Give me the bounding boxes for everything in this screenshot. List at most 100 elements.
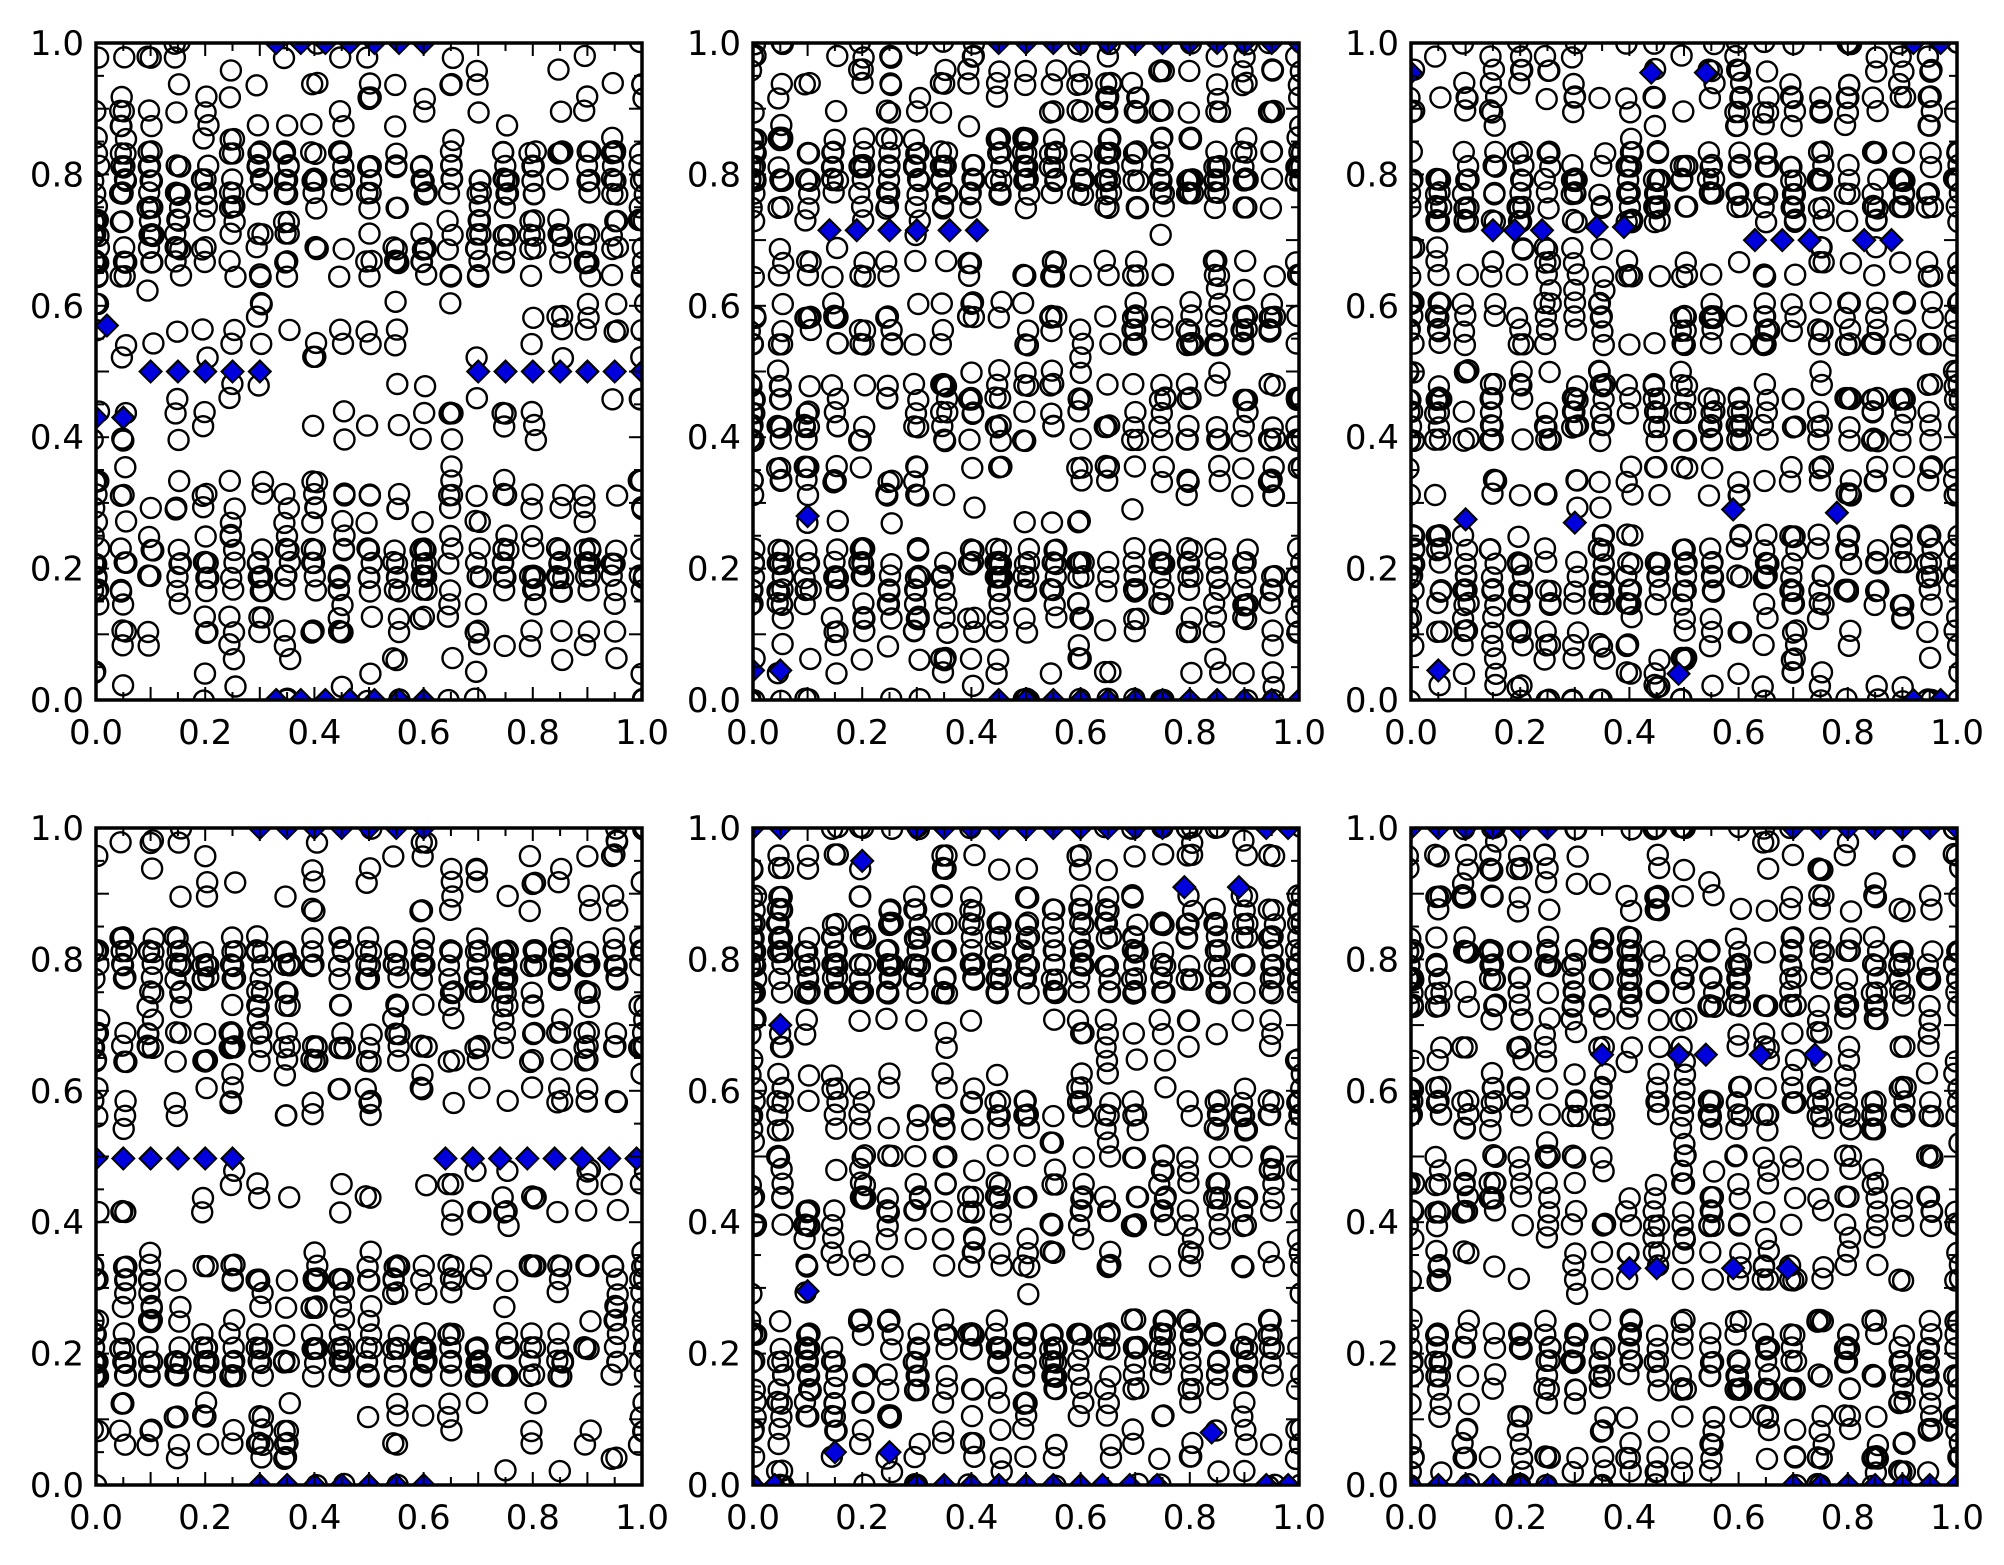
x-tick-label: 0.6 bbox=[1712, 713, 1766, 753]
x-tick-label: 0.6 bbox=[1712, 1498, 1766, 1538]
x-tick-label: 1.0 bbox=[1930, 713, 1984, 753]
tick-labels: 0.00.0 0.2 0.2 0.4 0.4 0.6 0.6 0.8 0.8 1.0 1.0 bbox=[1345, 24, 1984, 753]
subplot-top-left: 0.00.0 0.2 0.2 0.4 0.4 0.6 0.6 0.8 0.8 1.0 1.0 bbox=[30, 24, 669, 753]
x-tick-label: 0.2 bbox=[1493, 1498, 1547, 1538]
x-tick-label: 0.0 bbox=[1384, 1498, 1438, 1538]
marker-layer-top-left bbox=[96, 43, 642, 700]
x-tick-label: 0.0 bbox=[726, 1498, 780, 1538]
tick-labels: 0.00.0 0.2 0.2 0.4 0.4 0.6 0.6 0.8 0.8 1.0 1.0 bbox=[687, 809, 1326, 1538]
x-tick-label: 0.0 bbox=[69, 1498, 123, 1538]
marker-layer-bottom-left bbox=[96, 828, 642, 1485]
y-tick-label: 1.0 bbox=[30, 809, 84, 849]
x-tick-label: 0.2 bbox=[835, 1498, 889, 1538]
axes-frame bbox=[1409, 41, 1959, 702]
x-tick-label: 0.4 bbox=[1602, 1498, 1656, 1538]
subplot-bottom-middle: 0.00.0 0.2 0.2 0.4 0.4 0.6 0.6 0.8 0.8 1.0 1.0 bbox=[687, 809, 1326, 1538]
y-tick-label: 0.0 bbox=[30, 681, 84, 721]
y-tick-label: 1.0 bbox=[1345, 24, 1399, 64]
y-tick-label: 1.0 bbox=[1345, 809, 1399, 849]
axes-frame bbox=[94, 41, 644, 702]
diamond-markers bbox=[96, 828, 642, 1485]
axes-frame bbox=[94, 826, 644, 1487]
tick-labels: 0.00.0 0.2 0.2 0.4 0.4 0.6 0.6 0.8 0.8 1.0 1.0 bbox=[687, 24, 1326, 753]
y-tick-label: 0.0 bbox=[1345, 1466, 1399, 1506]
y-tick-label: 0.6 bbox=[30, 287, 84, 327]
tick-labels: 0.00.0 0.2 0.2 0.4 0.4 0.6 0.6 0.8 0.8 1.0 1.0 bbox=[1345, 809, 1984, 1538]
tick-labels: 0.00.0 0.2 0.2 0.4 0.4 0.6 0.6 0.8 0.8 1.0 1.0 bbox=[30, 809, 669, 1538]
marker-layer-bottom-right bbox=[1411, 828, 1957, 1485]
x-tick-label: 1.0 bbox=[615, 1498, 669, 1538]
y-tick-label: 1.0 bbox=[30, 24, 84, 64]
y-tick-label: 0.8 bbox=[30, 940, 84, 980]
y-tick-label: 0.2 bbox=[1345, 550, 1399, 590]
y-tick-label: 0.0 bbox=[687, 1466, 741, 1506]
axes-frame bbox=[1409, 826, 1959, 1487]
x-tick-label: 0.8 bbox=[1821, 713, 1875, 753]
x-tick-label: 1.0 bbox=[615, 713, 669, 753]
circle-markers bbox=[96, 828, 642, 1485]
x-tick-label: 0.6 bbox=[397, 1498, 451, 1538]
x-tick-label: 1.0 bbox=[1272, 713, 1326, 753]
axes-frame bbox=[751, 826, 1301, 1487]
y-tick-label: 0.8 bbox=[30, 155, 84, 195]
y-tick-label: 0.0 bbox=[1345, 681, 1399, 721]
y-tick-label: 0.6 bbox=[30, 1072, 84, 1112]
y-tick-label: 0.4 bbox=[30, 418, 84, 458]
y-tick-label: 0.4 bbox=[687, 1203, 741, 1243]
x-tick-label: 0.2 bbox=[178, 1498, 232, 1538]
x-tick-label: 0.0 bbox=[726, 713, 780, 753]
y-tick-label: 1.0 bbox=[687, 24, 741, 64]
y-tick-label: 0.8 bbox=[1345, 155, 1399, 195]
y-tick-label: 0.0 bbox=[687, 681, 741, 721]
x-tick-label: 0.4 bbox=[287, 713, 341, 753]
y-tick-label: 0.8 bbox=[1345, 940, 1399, 980]
y-tick-label: 0.6 bbox=[687, 287, 741, 327]
circle-markers bbox=[96, 43, 642, 700]
diamond-markers bbox=[753, 828, 1299, 1485]
marker-layer-top-right bbox=[1411, 43, 1957, 700]
x-tick-label: 0.6 bbox=[1054, 713, 1108, 753]
y-tick-label: 0.4 bbox=[687, 418, 741, 458]
x-tick-label: 0.2 bbox=[1493, 713, 1547, 753]
x-tick-label: 0.0 bbox=[69, 713, 123, 753]
x-tick-label: 0.4 bbox=[1602, 713, 1656, 753]
x-tick-label: 0.4 bbox=[287, 1498, 341, 1538]
circle-markers bbox=[753, 43, 1299, 700]
y-tick-label: 0.2 bbox=[30, 1335, 84, 1375]
x-tick-label: 0.8 bbox=[1163, 713, 1217, 753]
x-tick-label: 0.4 bbox=[944, 1498, 998, 1538]
circle-markers bbox=[1411, 828, 1957, 1485]
y-tick-label: 0.2 bbox=[30, 550, 84, 590]
circle-markers bbox=[753, 828, 1299, 1485]
x-tick-label: 0.8 bbox=[506, 713, 560, 753]
marker-layer-top-middle bbox=[753, 43, 1299, 700]
subplot-bottom-left: 0.00.0 0.2 0.2 0.4 0.4 0.6 0.6 0.8 0.8 1.0 1.0 bbox=[30, 809, 669, 1538]
x-tick-label: 0.8 bbox=[1821, 1498, 1875, 1538]
x-tick-label: 0.8 bbox=[506, 1498, 560, 1538]
diamond-markers bbox=[1411, 43, 1954, 700]
marker-layer-bottom-middle bbox=[753, 828, 1299, 1485]
x-tick-label: 0.8 bbox=[1163, 1498, 1217, 1538]
y-tick-label: 0.4 bbox=[1345, 1203, 1399, 1243]
y-tick-label: 0.8 bbox=[687, 155, 741, 195]
y-tick-label: 0.2 bbox=[687, 550, 741, 590]
x-tick-label: 1.0 bbox=[1930, 1498, 1984, 1538]
y-tick-label: 0.6 bbox=[1345, 287, 1399, 327]
circle-markers bbox=[1411, 43, 1957, 700]
subplot-bottom-right: 0.00.0 0.2 0.2 0.4 0.4 0.6 0.6 0.8 0.8 1.0 1.0 bbox=[1345, 809, 1984, 1538]
subplot-top-middle: 0.00.0 0.2 0.2 0.4 0.4 0.6 0.6 0.8 0.8 1.0 1.0 bbox=[687, 24, 1326, 753]
x-tick-label: 0.6 bbox=[1054, 1498, 1108, 1538]
subplot-top-right: 0.00.0 0.2 0.2 0.4 0.4 0.6 0.6 0.8 0.8 1.0 1.0 bbox=[1345, 24, 1984, 753]
y-tick-label: 0.6 bbox=[1345, 1072, 1399, 1112]
y-tick-label: 0.4 bbox=[30, 1203, 84, 1243]
tick-labels: 0.00.0 0.2 0.2 0.4 0.4 0.6 0.6 0.8 0.8 1.0 1.0 bbox=[30, 24, 669, 753]
x-tick-label: 0.2 bbox=[835, 713, 889, 753]
x-tick-label: 1.0 bbox=[1272, 1498, 1326, 1538]
x-tick-label: 0.2 bbox=[178, 713, 232, 753]
x-tick-label: 0.4 bbox=[944, 713, 998, 753]
y-tick-label: 0.0 bbox=[30, 1466, 84, 1506]
y-tick-label: 0.8 bbox=[687, 940, 741, 980]
x-tick-label: 0.6 bbox=[397, 713, 451, 753]
